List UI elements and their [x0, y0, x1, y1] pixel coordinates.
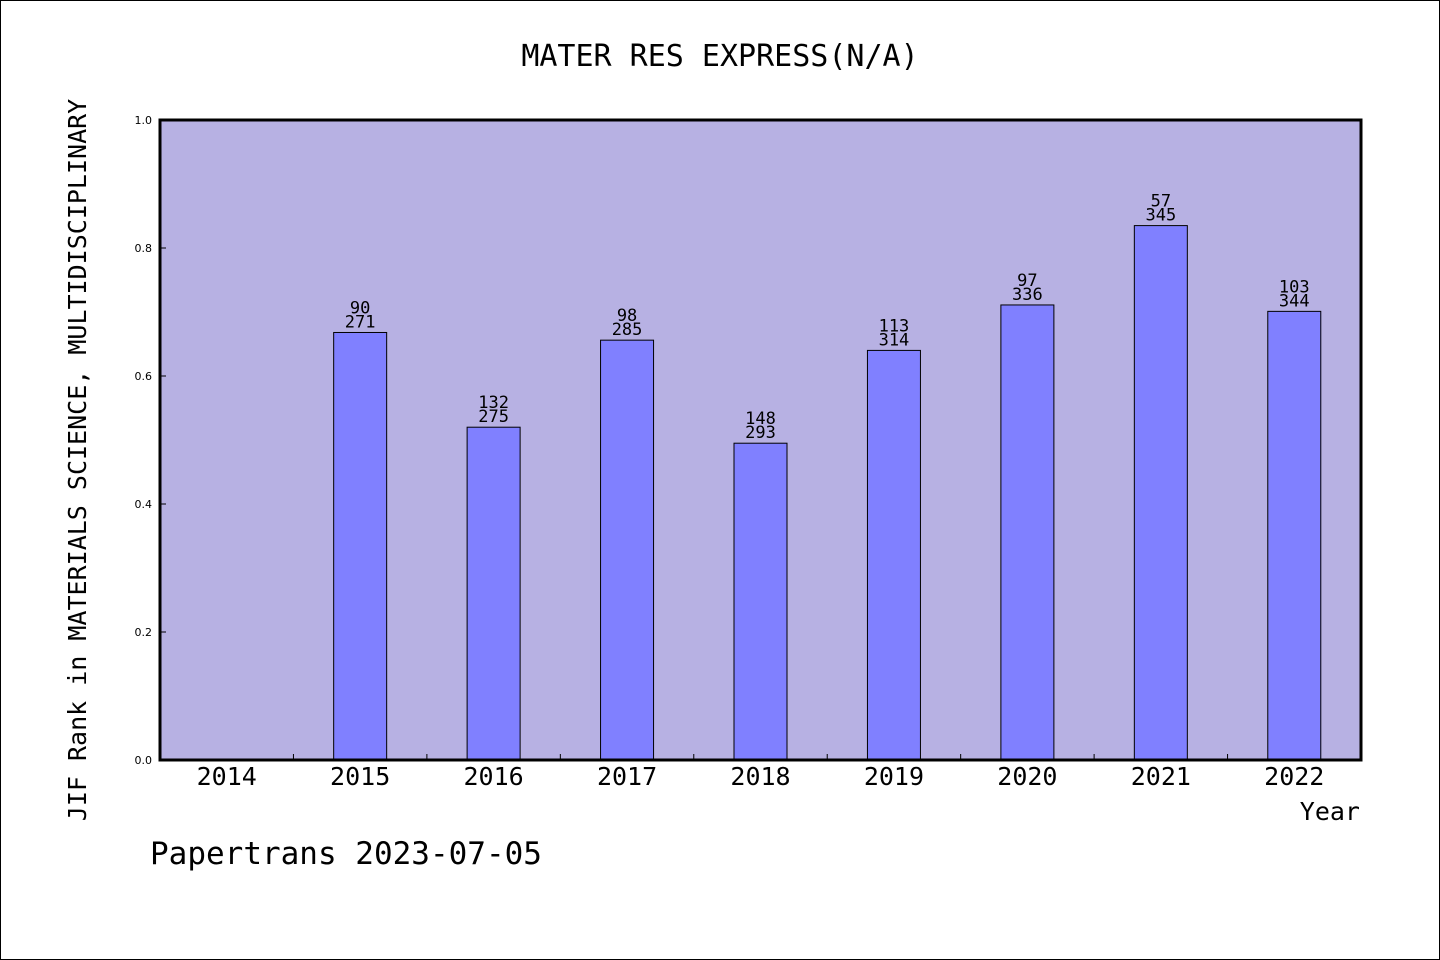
bar-total-label: 271 [345, 312, 376, 332]
bar-total-label: 345 [1145, 206, 1176, 226]
x-tick-label: 2022 [1264, 762, 1324, 791]
bar-rank-label: 113 [879, 316, 910, 336]
bar [600, 339, 655, 761]
bar-total-label: 336 [1012, 285, 1043, 305]
y-tick-label: 1.0 [135, 114, 153, 127]
x-tick-label: 2019 [864, 762, 924, 791]
x-tick-label: 2016 [464, 762, 524, 791]
bar [1133, 225, 1188, 761]
chart-title: MATER RES EXPRESS(N/A) [521, 39, 918, 74]
bar-rank-label: 148 [745, 409, 776, 429]
bar [1000, 304, 1055, 761]
y-tick-label: 0.2 [135, 626, 153, 639]
y-axis-label: JIF Rank in MATERIALS SCIENCE, MULTIDISC… [63, 99, 92, 821]
x-axis-label: Year [1300, 797, 1360, 826]
y-tick-label: 0.4 [135, 498, 153, 511]
x-tick-label: 2017 [597, 762, 657, 791]
bar-rank-label: 103 [1279, 277, 1310, 297]
bar [733, 442, 788, 761]
y-tick-label: 0.6 [135, 370, 153, 383]
bar [866, 349, 921, 761]
bar-rank-label: 57 [1151, 192, 1171, 212]
bar-rank-label: 90 [350, 298, 370, 318]
x-tick-label: 2014 [197, 762, 257, 791]
bar-total-label: 275 [478, 407, 509, 427]
bar-total-label: 344 [1279, 291, 1310, 311]
x-tick-label: 2018 [730, 762, 790, 791]
x-tick-label: 2021 [1131, 762, 1191, 791]
bar-rank-label: 132 [478, 393, 509, 413]
bar-rank-label: 97 [1017, 271, 1037, 291]
bar [333, 331, 388, 761]
bar-rank-label: 98 [617, 306, 637, 326]
bar-total-label: 285 [612, 320, 643, 340]
y-tick-label: 0.0 [135, 754, 153, 767]
footer-text: Papertrans 2023-07-05 [150, 836, 542, 872]
x-tick-label: 2020 [997, 762, 1057, 791]
bar-total-label: 314 [879, 330, 910, 350]
bars-layer [333, 225, 1322, 761]
ticks-layer: 2014 2015 2016 2017 2018 2019 2020 2021 2022 0.0 0… [135, 114, 1325, 791]
bar [466, 426, 521, 761]
y-tick-label: 0.8 [135, 242, 153, 255]
bar [1267, 310, 1322, 761]
x-tick-label: 2015 [330, 762, 390, 791]
bar-total-label: 293 [745, 423, 776, 443]
plot-border [158, 118, 1363, 762]
